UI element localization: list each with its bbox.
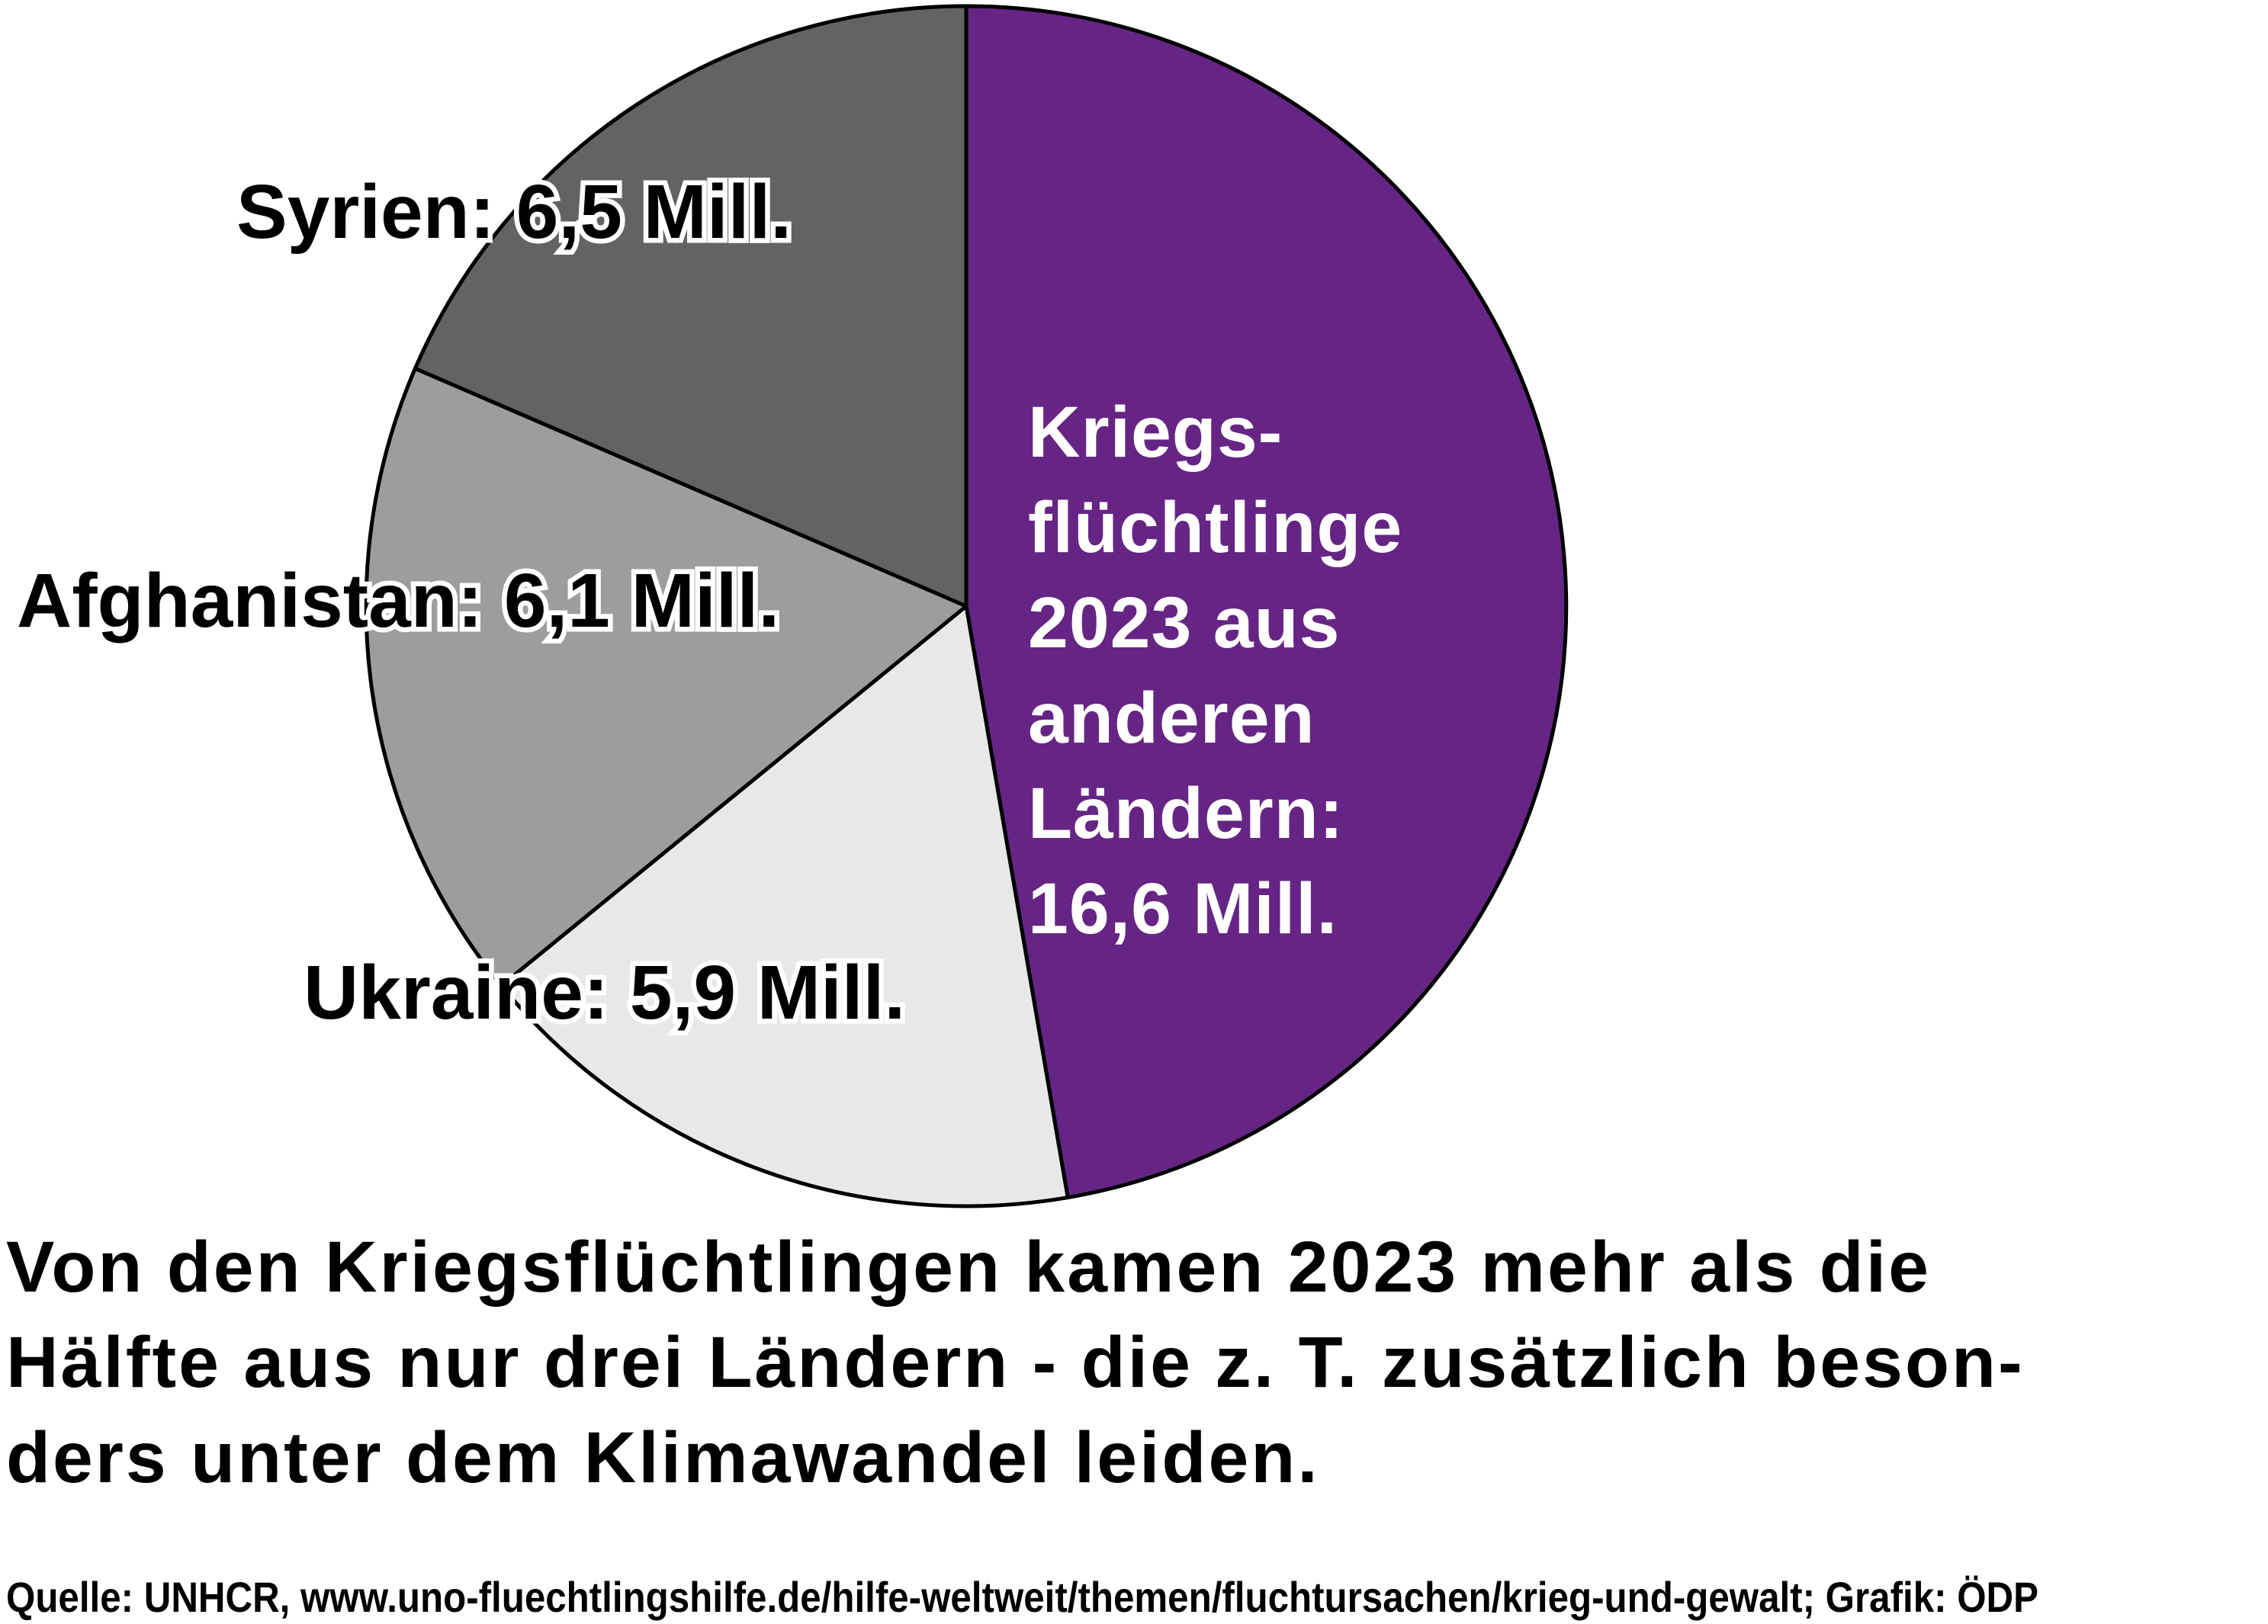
pie-slice-label-syrien: Syrien: 6,5 Mill.	[231, 169, 796, 255]
pie-slice-label-ukraine: Ukraine: 5,9 Mill.	[298, 950, 910, 1036]
pie-slice-syrien	[413, 4, 969, 608]
pie-slice-label-afghanistan: Afghanistan: 6,1 Mill.	[11, 558, 784, 644]
pie-slice-ukraine	[499, 604, 1070, 1208]
pie-slice-label-other-countries: Kriegs- flüchtlinge 2023 aus anderen Län…	[1028, 392, 1403, 949]
pie-slice-other-countries	[964, 4, 1569, 1200]
source-line: Quelle: UNHCR, www.uno-fluechtlingshilfe…	[6, 1573, 2038, 1621]
caption-text: Von den Kriegsflüchtlingen kamen 2023 me…	[6, 1227, 2025, 1498]
pie-slice-afghanistan	[364, 366, 969, 988]
pie-slices	[364, 4, 1569, 1208]
